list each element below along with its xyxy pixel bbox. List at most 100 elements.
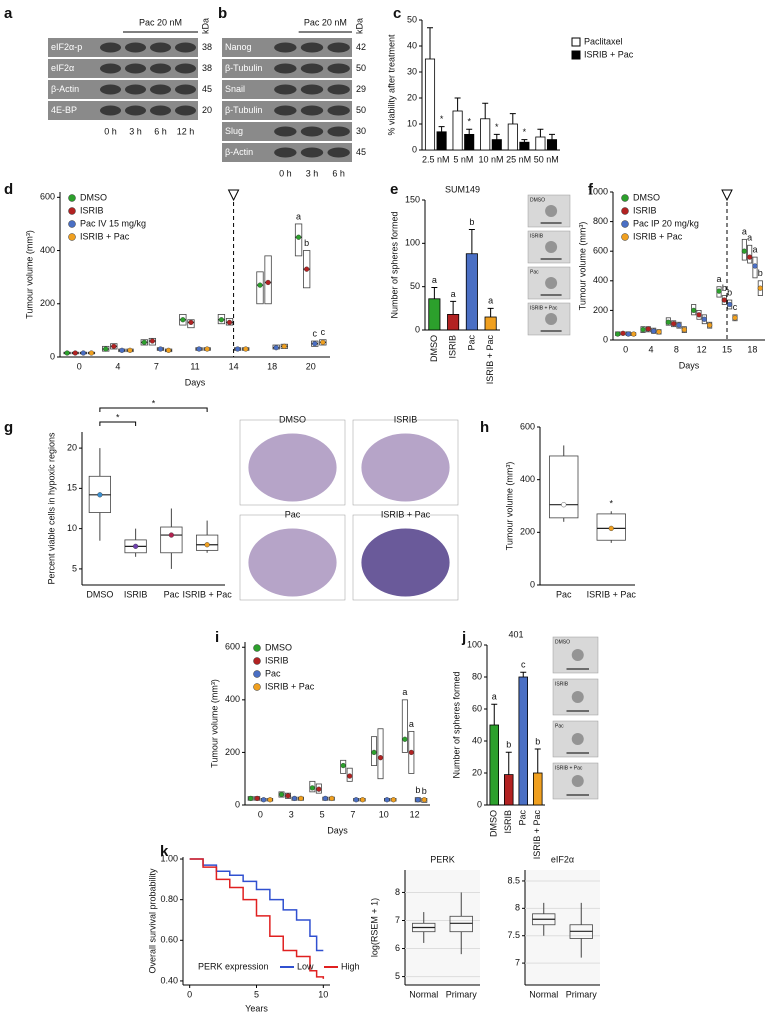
y-tick-label: 600 — [225, 642, 240, 652]
error-bar — [450, 300, 457, 315]
median-point — [248, 795, 254, 802]
image-label: ISRIB + Pac — [555, 765, 583, 771]
y-tick-label: 5 — [395, 971, 400, 981]
median-point — [188, 319, 194, 326]
legend-swatch — [621, 233, 629, 241]
median-point — [298, 795, 304, 802]
x-tick-label: 14 — [229, 361, 239, 371]
kda-unit: kDa — [200, 18, 210, 34]
median-point — [696, 312, 702, 318]
blot-band — [327, 105, 350, 116]
annotation: * — [440, 114, 444, 124]
image-label: ISRIB + Pac — [381, 509, 431, 519]
median-point — [640, 327, 646, 333]
blot-band — [175, 84, 196, 95]
error-bar — [521, 139, 528, 143]
marker-triangle — [721, 189, 733, 202]
median-point — [285, 793, 291, 799]
blot-band — [150, 63, 171, 74]
y-tick-label: 8 — [515, 903, 520, 913]
median-point — [97, 492, 103, 498]
bar — [503, 774, 514, 806]
image-label: ISRIB — [530, 233, 544, 239]
box — [377, 728, 384, 780]
median-point — [691, 307, 697, 314]
median-point — [72, 350, 78, 356]
sphere — [571, 649, 584, 661]
median-point — [322, 795, 328, 802]
lane-label: 0 h — [279, 168, 292, 178]
median-point — [168, 532, 174, 538]
y-tick-label: 1000 — [588, 186, 608, 196]
y-axis-label: Tumour volume (mm³) — [577, 222, 587, 311]
x-tick-label: 50 nM — [534, 154, 559, 164]
error-bar — [427, 27, 434, 59]
legend-swatch — [621, 207, 629, 215]
legend-swatch — [253, 644, 261, 652]
annotation: c — [321, 327, 326, 337]
blot-band — [300, 147, 324, 158]
lane-label: 12 h — [177, 126, 195, 136]
annotation: b — [422, 786, 427, 796]
panel-label: c — [393, 5, 401, 22]
error-bar — [520, 671, 527, 677]
y-tick-label: 200 — [593, 305, 608, 315]
x-tick-label: DMSO — [489, 810, 499, 837]
box — [449, 915, 473, 933]
median-point — [204, 346, 210, 352]
sphere — [545, 313, 558, 325]
legend-swatch — [253, 683, 261, 691]
kda-label: 50 — [356, 63, 366, 73]
blot-band — [125, 42, 146, 53]
x-tick-label: 7 — [154, 361, 159, 371]
error-bar — [491, 703, 498, 725]
panel-label: g — [4, 419, 13, 436]
annotation: a — [747, 233, 752, 243]
x-tick-label: ISRIB + Pac — [182, 589, 232, 599]
legend-label: ISRIB + Pac — [265, 681, 315, 691]
image-label: ISRIB — [394, 414, 418, 424]
box — [160, 526, 183, 554]
median-point — [281, 343, 287, 349]
annotation: * — [467, 117, 471, 127]
x-tick-label: 7 — [350, 809, 355, 819]
median-point — [291, 795, 298, 802]
x-tick-label: 0 — [77, 361, 82, 371]
median-point — [320, 339, 326, 345]
legend-label: Paclitaxel — [584, 36, 623, 46]
median-point — [254, 795, 260, 802]
annotation: * — [523, 127, 527, 137]
lane-label: 3 h — [306, 168, 319, 178]
y-tick-label: 600 — [40, 192, 55, 202]
y-tick-label: 7 — [515, 957, 520, 967]
panel-label: d — [4, 181, 13, 198]
blot-band — [300, 105, 324, 116]
x-tick-label: 0 — [187, 989, 192, 999]
blot-band — [150, 42, 171, 53]
blot-band — [100, 42, 121, 53]
annotation: a — [752, 244, 757, 254]
x-tick-label: Pac — [518, 810, 528, 826]
bar — [484, 316, 497, 331]
x-tick-label: Pac — [164, 589, 180, 599]
x-tick-label: Pac — [466, 335, 476, 351]
error-bar — [438, 126, 445, 132]
blot-band — [100, 105, 121, 116]
median-point — [267, 797, 273, 803]
legend-label: ISRIB + Pac — [633, 231, 683, 241]
median-point — [676, 322, 682, 328]
bar — [436, 131, 447, 151]
median-point — [757, 285, 763, 291]
bar — [507, 123, 518, 151]
median-point — [235, 346, 241, 352]
y-tick-label: 200 — [40, 298, 55, 308]
median-point — [204, 542, 210, 548]
y-tick-label: 400 — [40, 245, 55, 255]
blot-band — [100, 84, 121, 95]
median-point — [165, 347, 172, 353]
legend-label: ISRIB + Pac — [584, 49, 634, 59]
x-tick-label: 12 — [697, 344, 707, 354]
y-axis-label: Number of spheres formed — [451, 671, 461, 778]
error-bar — [482, 102, 489, 119]
annotation: c — [313, 328, 318, 338]
